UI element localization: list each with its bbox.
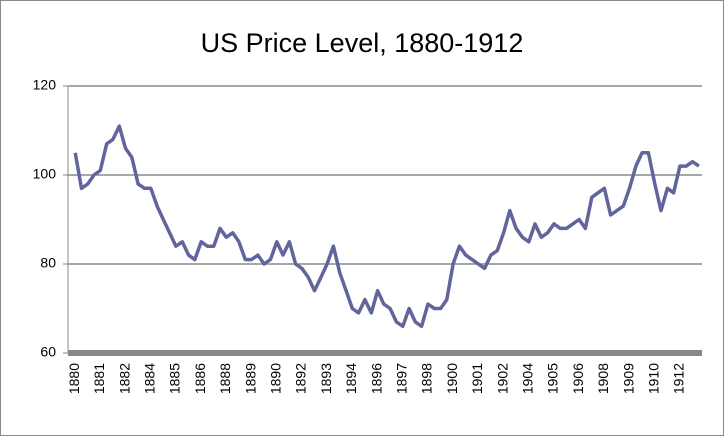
x-tick-label: 1910 xyxy=(645,363,661,394)
chart-title: US Price Level, 1880-1912 xyxy=(201,28,524,58)
x-tick-label: 1890 xyxy=(267,363,283,394)
x-tick-label: 1902 xyxy=(494,363,510,394)
x-tick-label: 1912 xyxy=(671,363,687,394)
y-tick-label: 100 xyxy=(33,166,57,182)
x-tick-label: 1905 xyxy=(545,363,561,394)
x-tick-label: 1889 xyxy=(242,363,258,394)
x-tick-label: 1885 xyxy=(167,363,183,394)
x-tick-label: 1898 xyxy=(419,363,435,394)
x-tick-label: 1906 xyxy=(570,363,586,394)
x-tick-label: 1892 xyxy=(293,363,309,394)
x-tick-label: 1881 xyxy=(91,363,107,394)
x-tick-label: 1880 xyxy=(66,363,82,394)
x-tick-label: 1896 xyxy=(368,363,384,394)
x-tick-label: 1882 xyxy=(116,363,132,394)
x-tick-label: 1901 xyxy=(469,363,485,394)
x-tick-label: 1897 xyxy=(393,363,409,394)
x-tick-label: 1886 xyxy=(192,363,208,394)
y-tick-label: 80 xyxy=(40,255,56,271)
x-tick-label: 1900 xyxy=(444,363,460,394)
price-line xyxy=(73,124,700,329)
x-tick-label: 1894 xyxy=(343,363,359,394)
x-tick-label: 1893 xyxy=(318,363,334,394)
x-tick-label: 1908 xyxy=(595,363,611,394)
y-tick-label: 60 xyxy=(40,344,56,360)
x-tick-label: 1904 xyxy=(519,363,535,394)
x-tick-label: 1909 xyxy=(620,363,636,394)
x-tick-label: 1888 xyxy=(217,363,233,394)
x-tick-label: 1884 xyxy=(141,363,157,394)
y-tick-label: 120 xyxy=(33,77,57,93)
